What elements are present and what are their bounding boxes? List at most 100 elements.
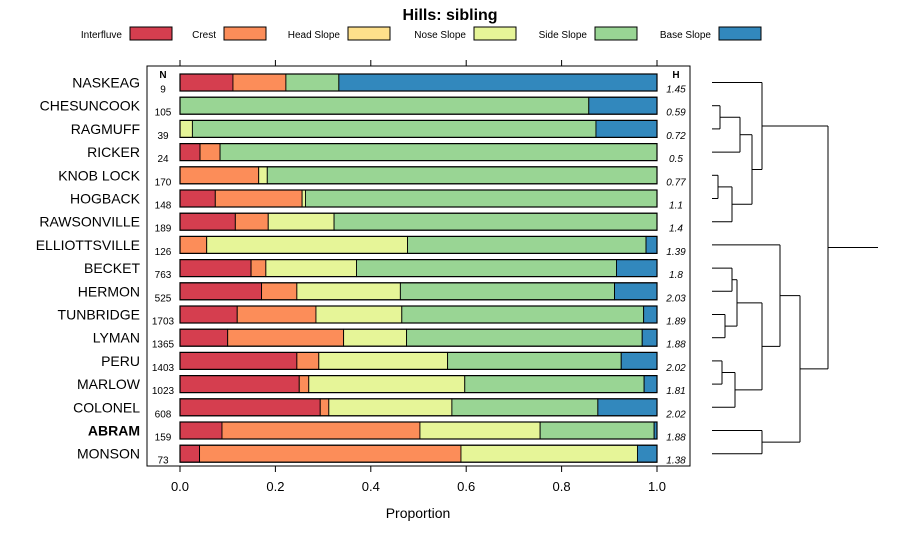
h-value: 1.81 <box>666 386 685 397</box>
bar-segment-base-slope <box>643 375 658 394</box>
bar-segment-crest <box>250 259 267 278</box>
bar-outline <box>179 444 658 463</box>
legend-label-base-slope: Base Slope <box>660 30 712 41</box>
bar-segment-interfluve <box>179 305 238 324</box>
bar-segment-side-slope <box>399 282 615 301</box>
row-tunbridge: TUNBRIDGE 1703 1.89 <box>58 305 686 328</box>
bar-segment-side-slope <box>451 398 599 417</box>
n-value: 105 <box>155 108 172 119</box>
bar-segment-interfluve <box>179 212 236 231</box>
h-value: 1.1 <box>669 201 683 212</box>
row-label: MARLOW <box>77 376 141 392</box>
h-value: 2.02 <box>665 409 686 420</box>
x-tick-label: 0.4 <box>362 479 380 494</box>
n-value: 1023 <box>152 386 175 397</box>
bar-segment-side-slope <box>285 73 340 92</box>
x-tick-label: 0.2 <box>266 479 284 494</box>
row-label: ABRAM <box>88 423 140 439</box>
bar-segment-base-slope <box>595 119 658 138</box>
bar-segment-crest <box>214 189 303 208</box>
bar-segment-side-slope <box>191 119 597 138</box>
bar-outline <box>179 166 658 185</box>
bar-segment-nose-slope <box>460 444 638 463</box>
bar-segment-base-slope <box>636 444 658 463</box>
bar-segment-side-slope <box>179 96 590 115</box>
row-knob-lock: KNOB LOCK 170 0.77 <box>58 166 686 188</box>
bar-segment-side-slope <box>266 166 658 185</box>
bar-segment-base-slope <box>588 96 658 115</box>
bar-segment-nose-slope <box>258 166 268 185</box>
bar-segment-side-slope <box>447 351 622 370</box>
h-value: 1.38 <box>666 456 686 467</box>
legend-swatch-nose-slope <box>473 26 517 41</box>
h-value: 1.39 <box>666 247 686 258</box>
row-ragmuff: RAGMUFF 39 0.72 <box>71 119 686 142</box>
legend-label-crest: Crest <box>192 30 216 41</box>
bar-outline <box>179 96 658 115</box>
bar-segment-interfluve <box>179 398 321 417</box>
n-value: 525 <box>155 293 172 304</box>
bar-outline <box>179 212 658 231</box>
bar-segment-base-slope <box>645 235 658 254</box>
bar-segment-crest <box>199 143 221 162</box>
row-label: COLONEL <box>73 399 140 415</box>
n-value: 1403 <box>152 363 175 374</box>
row-label: RAWSONVILLE <box>39 214 140 230</box>
bar-segment-interfluve <box>179 259 252 278</box>
bar-segment-nose-slope <box>296 282 401 301</box>
bar-segment-base-slope <box>616 259 658 278</box>
row-becket: BECKET 763 1.8 <box>84 259 683 281</box>
n-value: 189 <box>155 224 172 235</box>
bar-segment-crest <box>236 305 317 324</box>
row-label: MONSON <box>77 446 140 462</box>
row-elliottsville: ELLIOTTSVILLE 126 1.39 <box>36 235 686 258</box>
legend-label-head-slope: Head Slope <box>288 30 341 41</box>
bar-outline <box>179 189 658 208</box>
h-value: 1.88 <box>666 340 686 351</box>
bar-segment-nose-slope <box>301 189 306 208</box>
n-value: 24 <box>157 154 169 165</box>
x-tick-label: 0.0 <box>171 479 189 494</box>
bar-segment-interfluve <box>179 282 263 301</box>
h-value: 1.88 <box>666 433 686 444</box>
n-value: 608 <box>155 409 172 420</box>
bar-rows: NASKEAG 9 1.45 CHESUNCOOK 105 0.59 RAGMUFF 39 0.… <box>36 73 686 467</box>
bar-segment-side-slope <box>219 143 658 162</box>
row-label: LYMAN <box>93 330 140 346</box>
bar-segment-side-slope <box>333 212 658 231</box>
row-label: BECKET <box>84 260 140 276</box>
n-value: 9 <box>160 85 166 96</box>
n-value: 159 <box>155 433 172 444</box>
bar-segment-interfluve <box>179 444 201 463</box>
row-marlow: MARLOW 1023 1.81 <box>77 375 686 397</box>
bar-segment-side-slope <box>407 235 647 254</box>
bar-outline <box>179 421 658 440</box>
bar-segment-nose-slope <box>265 259 357 278</box>
row-colonel: COLONEL 608 2.02 <box>73 398 686 420</box>
bar-outline <box>179 398 658 417</box>
bar-outline <box>179 143 658 162</box>
bar-segment-base-slope <box>338 73 658 92</box>
x-tick-label: 1.0 <box>648 479 666 494</box>
h-value: 1.8 <box>669 270 683 281</box>
bar-segment-interfluve <box>179 143 201 162</box>
legend-swatch-interfluve <box>129 26 173 41</box>
bar-outline <box>179 351 658 370</box>
row-rawsonville: RAWSONVILLE 189 1.4 <box>39 212 683 235</box>
row-label: ELLIOTTSVILLE <box>36 237 140 253</box>
row-label: TUNBRIDGE <box>58 307 140 323</box>
chart-title: Hills: sibling <box>402 7 497 24</box>
bar-segment-side-slope <box>356 259 617 278</box>
h-value: 1.45 <box>666 85 686 96</box>
bar-segment-side-slope <box>539 421 655 440</box>
bar-segment-crest <box>298 375 310 394</box>
bar-segment-nose-slope <box>206 235 408 254</box>
bar-segment-nose-slope <box>179 119 193 138</box>
bar-segment-base-slope <box>641 328 658 347</box>
bar-segment-interfluve <box>179 421 223 440</box>
bar-segment-nose-slope <box>267 212 335 231</box>
x-tick-label: 0.6 <box>457 479 475 494</box>
dendrogram <box>712 82 878 455</box>
n-value: 39 <box>157 131 169 142</box>
bar-outline <box>179 305 658 324</box>
